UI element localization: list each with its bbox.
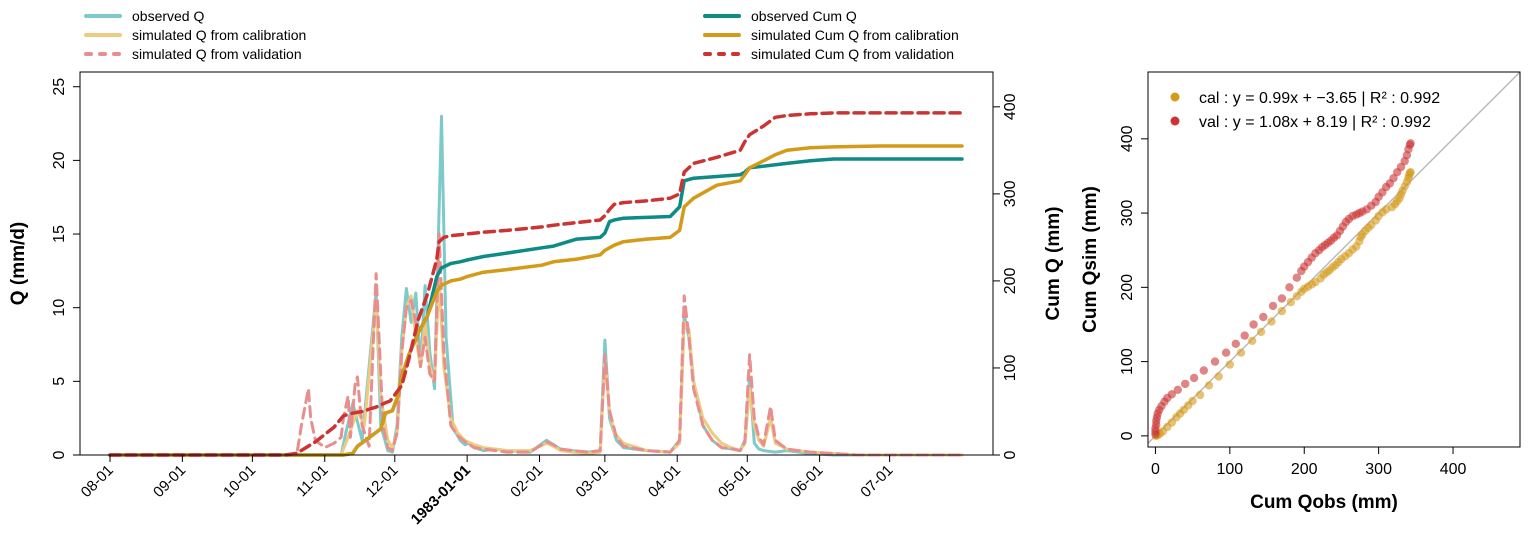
series-line-simulated-q-from-validation [108,232,964,457]
scatter-point-val [1249,320,1258,329]
y-tick-label: 10 [51,299,68,317]
scatter-legend-label-val: val : y = 1.08x + 8.19 | R² : 0.992 [1199,114,1431,131]
x-axis-label-cum-qobs: Cum Qobs (mm) [1250,492,1398,513]
scatter-point-val [1199,366,1209,375]
legend-q: observed Q simulated Q from calibration si… [84,8,306,62]
time-series-lines [108,111,964,457]
scatter-legend-label-cal: cal : y = 0.99x + −3.65 | R² : 0.992 [1199,90,1440,107]
scatter-point-val [1277,294,1287,303]
scatter-point-val [1389,174,1398,183]
scatter-point-cal [1277,306,1287,316]
scatter-point-cal [1225,360,1235,369]
scatter-point-cal [1267,317,1276,326]
legend-label-simulated-q-from-validation: simulated Q from validation [132,46,302,62]
scatter-point-cal [1236,348,1246,357]
scatter-point-cal [1195,390,1205,400]
scatter-point-val [1167,390,1177,399]
legend-label-simulated-cum-q-from-validation: simulated Cum Q from validation [751,46,954,62]
scatter-point-cal [1406,168,1415,177]
scatter-point-cal [1248,336,1257,345]
scatter-x-tick-label: 200 [1291,461,1318,478]
legend-label-observed-q: observed Q [132,8,204,24]
scatter-y-tick-label: 400 [1119,125,1136,152]
scatter-point-cal [1214,372,1223,381]
scatter-legend-marker-cal [1170,92,1180,102]
y-axis-label-cum-qsim: Cum Qsim (mm) [1080,186,1101,333]
scatter-point-cal [1286,298,1296,307]
scatter-point-val [1292,273,1302,282]
scatter-point-val [1231,339,1241,348]
scatter-legend-marker-val [1170,116,1180,126]
scatter-point-cal [1188,396,1197,406]
scatter-panel: 0 100 200 300 400 0 100 200 300 400 cal : y = 0.9… [1080,71,1521,513]
scatter-point-val [1173,385,1183,394]
legend-label-observed-cum-q: observed Cum Q [751,8,857,24]
scatter-point-val [1210,357,1220,366]
scatter-axes: 0 100 200 300 400 0 100 200 300 400 [1119,125,1466,478]
y2-tick-label: 100 [1002,355,1019,382]
y-tick-label: 5 [51,377,68,386]
y-tick-label: 0 [51,450,68,459]
y2-tick-label: 200 [1002,267,1019,294]
y2-tick-label: 400 [1002,93,1019,120]
y-axis-label-cum-q: Cum Q (mm) [1043,207,1064,321]
y-tick-label: 25 [51,78,68,96]
scatter-point-val [1406,139,1415,148]
legend-label-simulated-q-from-calibration: simulated Q from calibration [132,27,306,43]
series-line-simulated-cum-q-from-calibration [108,144,964,457]
scatter-point-val [1189,373,1199,383]
scatter-y-tick-label: 0 [1119,431,1136,440]
scatter-point-val [1221,348,1231,357]
y2-tick-label: 0 [1002,450,1019,459]
scatter-plot-frame [1147,71,1521,448]
series-line-simulated-cum-q-from-validation [108,111,964,457]
scatter-x-tick-label: 300 [1365,461,1392,478]
scatter-x-tick-label: 400 [1440,461,1467,478]
scatter-point-cal [1256,327,1266,337]
scatter-legend: cal : y = 0.99x + −3.65 | R² : 0.992 val … [1170,90,1440,131]
scatter-point-val [1268,301,1278,311]
scatter-points [1147,71,1521,444]
scatter-x-tick-label: 0 [1151,461,1160,478]
scatter-point-val [1285,283,1294,292]
legend-label-simulated-cum-q-from-calibration: simulated Cum Q from calibration [751,27,959,43]
scatter-point-val [1240,331,1249,340]
scatter-point-val [1259,312,1268,322]
scatter-point-val [1181,379,1190,389]
scatter-y-tick-label: 200 [1119,274,1136,301]
y-tick-label: 20 [51,151,68,169]
scatter-y-tick-label: 300 [1119,200,1136,227]
time-series-plot-frame [79,71,994,456]
y-axis-label-q: Q (mm/d) [8,222,29,305]
scatter-point-cal [1204,381,1214,390]
y2-tick-label: 300 [1002,180,1019,207]
scatter-x-tick-label: 100 [1216,461,1243,478]
legend-cum-q: observed Cum Q simulated Cum Q from calib… [703,8,959,62]
y-tick-label: 15 [51,225,68,243]
scatter-y-tick-label: 100 [1119,348,1136,375]
